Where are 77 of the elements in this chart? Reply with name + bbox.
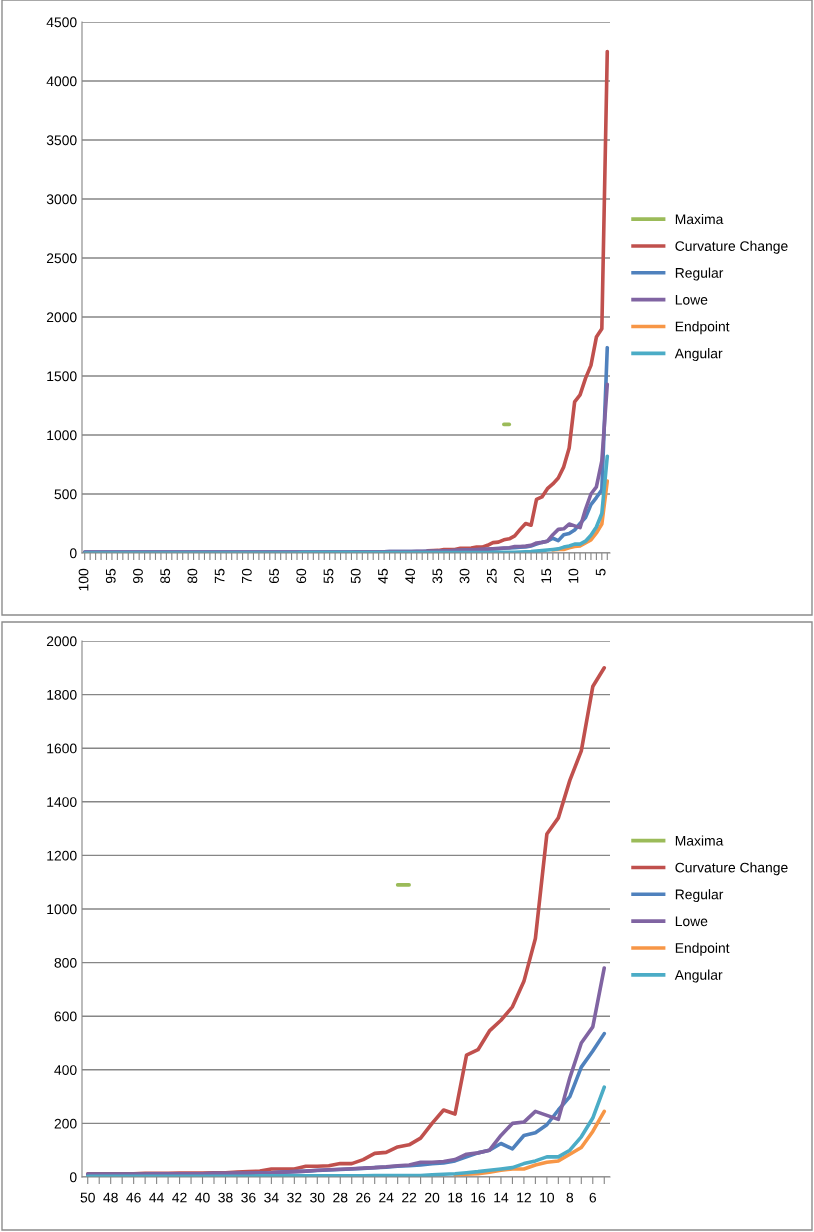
x-tick-label: 80 [187, 568, 198, 584]
legend-label: Endpoint [675, 942, 730, 956]
x-tick-label: 42 [172, 1192, 187, 1203]
legend-label: Lowe [675, 294, 708, 305]
x-tick-label: 40 [405, 568, 416, 584]
x-tick-label: 32 [287, 1192, 302, 1203]
legend-label: Maxima [675, 835, 724, 846]
x-tick-label: 22 [402, 1192, 417, 1203]
y-tick-label: 1000 [47, 430, 77, 441]
legend-label: Curvature Change [675, 862, 788, 876]
x-tick-label: 24 [379, 1192, 394, 1203]
y-tick-label: 800 [54, 957, 77, 968]
y-tick-label: 600 [54, 1011, 77, 1022]
y-tick-label: 1400 [47, 797, 77, 807]
y-tick-label: 2000 [46, 636, 77, 647]
x-tick-label: 5 [595, 568, 606, 576]
x-tick-label: 40 [195, 1192, 210, 1203]
x-tick-label: 14 [494, 1192, 509, 1203]
y-tick-label: 1000 [47, 904, 77, 915]
x-tick-label: 60 [296, 568, 307, 584]
x-tick-label: 18 [448, 1192, 463, 1203]
y-tick-label: 1200 [47, 850, 77, 861]
x-tick-label: 25 [486, 568, 497, 584]
x-tick-label: 46 [126, 1192, 141, 1203]
y-tick-label: 0 [69, 548, 77, 559]
x-tick-label: 10 [568, 568, 579, 583]
legend-label: Angular [674, 348, 723, 362]
line-series [425, 49, 610, 553]
y-tick-label: 4500 [46, 17, 77, 28]
x-tick-label: 55 [323, 568, 334, 584]
x-tick-label: 20 [425, 1192, 440, 1203]
x-tick-label: 6 [589, 1192, 597, 1203]
y-tick-label: 500 [54, 489, 77, 500]
y-tick-label: 1600 [47, 743, 77, 754]
x-tick-label: 15 [541, 568, 552, 583]
y-tick-label: 400 [54, 1065, 77, 1075]
x-tick-label: 70 [241, 568, 252, 584]
x-tick-label: 50 [80, 1192, 95, 1203]
y-tick-label: 3500 [46, 135, 77, 146]
x-tick-label: 38 [218, 1192, 233, 1203]
x-tick-label: 65 [269, 568, 279, 584]
legend-label: Curvature Change [675, 240, 788, 254]
legend-label: Maxima [675, 213, 724, 225]
x-tick-label: 28 [333, 1192, 348, 1203]
y-tick-label: 3000 [46, 194, 77, 205]
x-tick-label: 10 [540, 1192, 555, 1203]
x-tick-label: 48 [103, 1192, 118, 1203]
x-tick-label: 35 [432, 568, 443, 584]
legend-label: Regular [675, 267, 724, 281]
x-tick-label: 50 [350, 568, 361, 584]
x-tick-label: 45 [378, 568, 388, 584]
x-tick-label: 30 [310, 1192, 325, 1203]
legend-label: Lowe [675, 916, 708, 927]
y-tick-label: 4000 [46, 76, 77, 87]
legend-label: Endpoint [675, 321, 730, 335]
y-tick-label: 1500 [47, 371, 77, 382]
y-tick-label: 2500 [46, 253, 77, 264]
y-tick-label: 1800 [47, 689, 77, 700]
x-tick-label: 36 [241, 1192, 256, 1203]
x-tick-label: 100 [78, 568, 89, 591]
x-tick-label: 85 [160, 568, 171, 584]
legend-label: Regular [675, 889, 724, 903]
y-tick-label: 2000 [46, 312, 77, 323]
x-tick-label: 95 [105, 568, 116, 584]
x-tick-label: 16 [471, 1192, 486, 1203]
x-tick-label: 90 [133, 568, 143, 584]
x-tick-label: 20 [514, 568, 524, 584]
x-tick-label: 30 [459, 568, 470, 584]
x-tick-label: 26 [356, 1192, 371, 1203]
x-tick-label: 34 [264, 1192, 279, 1203]
x-tick-label: 8 [566, 1192, 574, 1203]
x-tick-label: 12 [517, 1192, 531, 1203]
x-tick-label: 75 [214, 568, 225, 584]
legend-label: Angular [674, 969, 723, 983]
x-tick-label: 44 [149, 1192, 164, 1203]
y-tick-label: 0 [69, 1172, 77, 1183]
y-tick-label: 200 [54, 1118, 77, 1129]
